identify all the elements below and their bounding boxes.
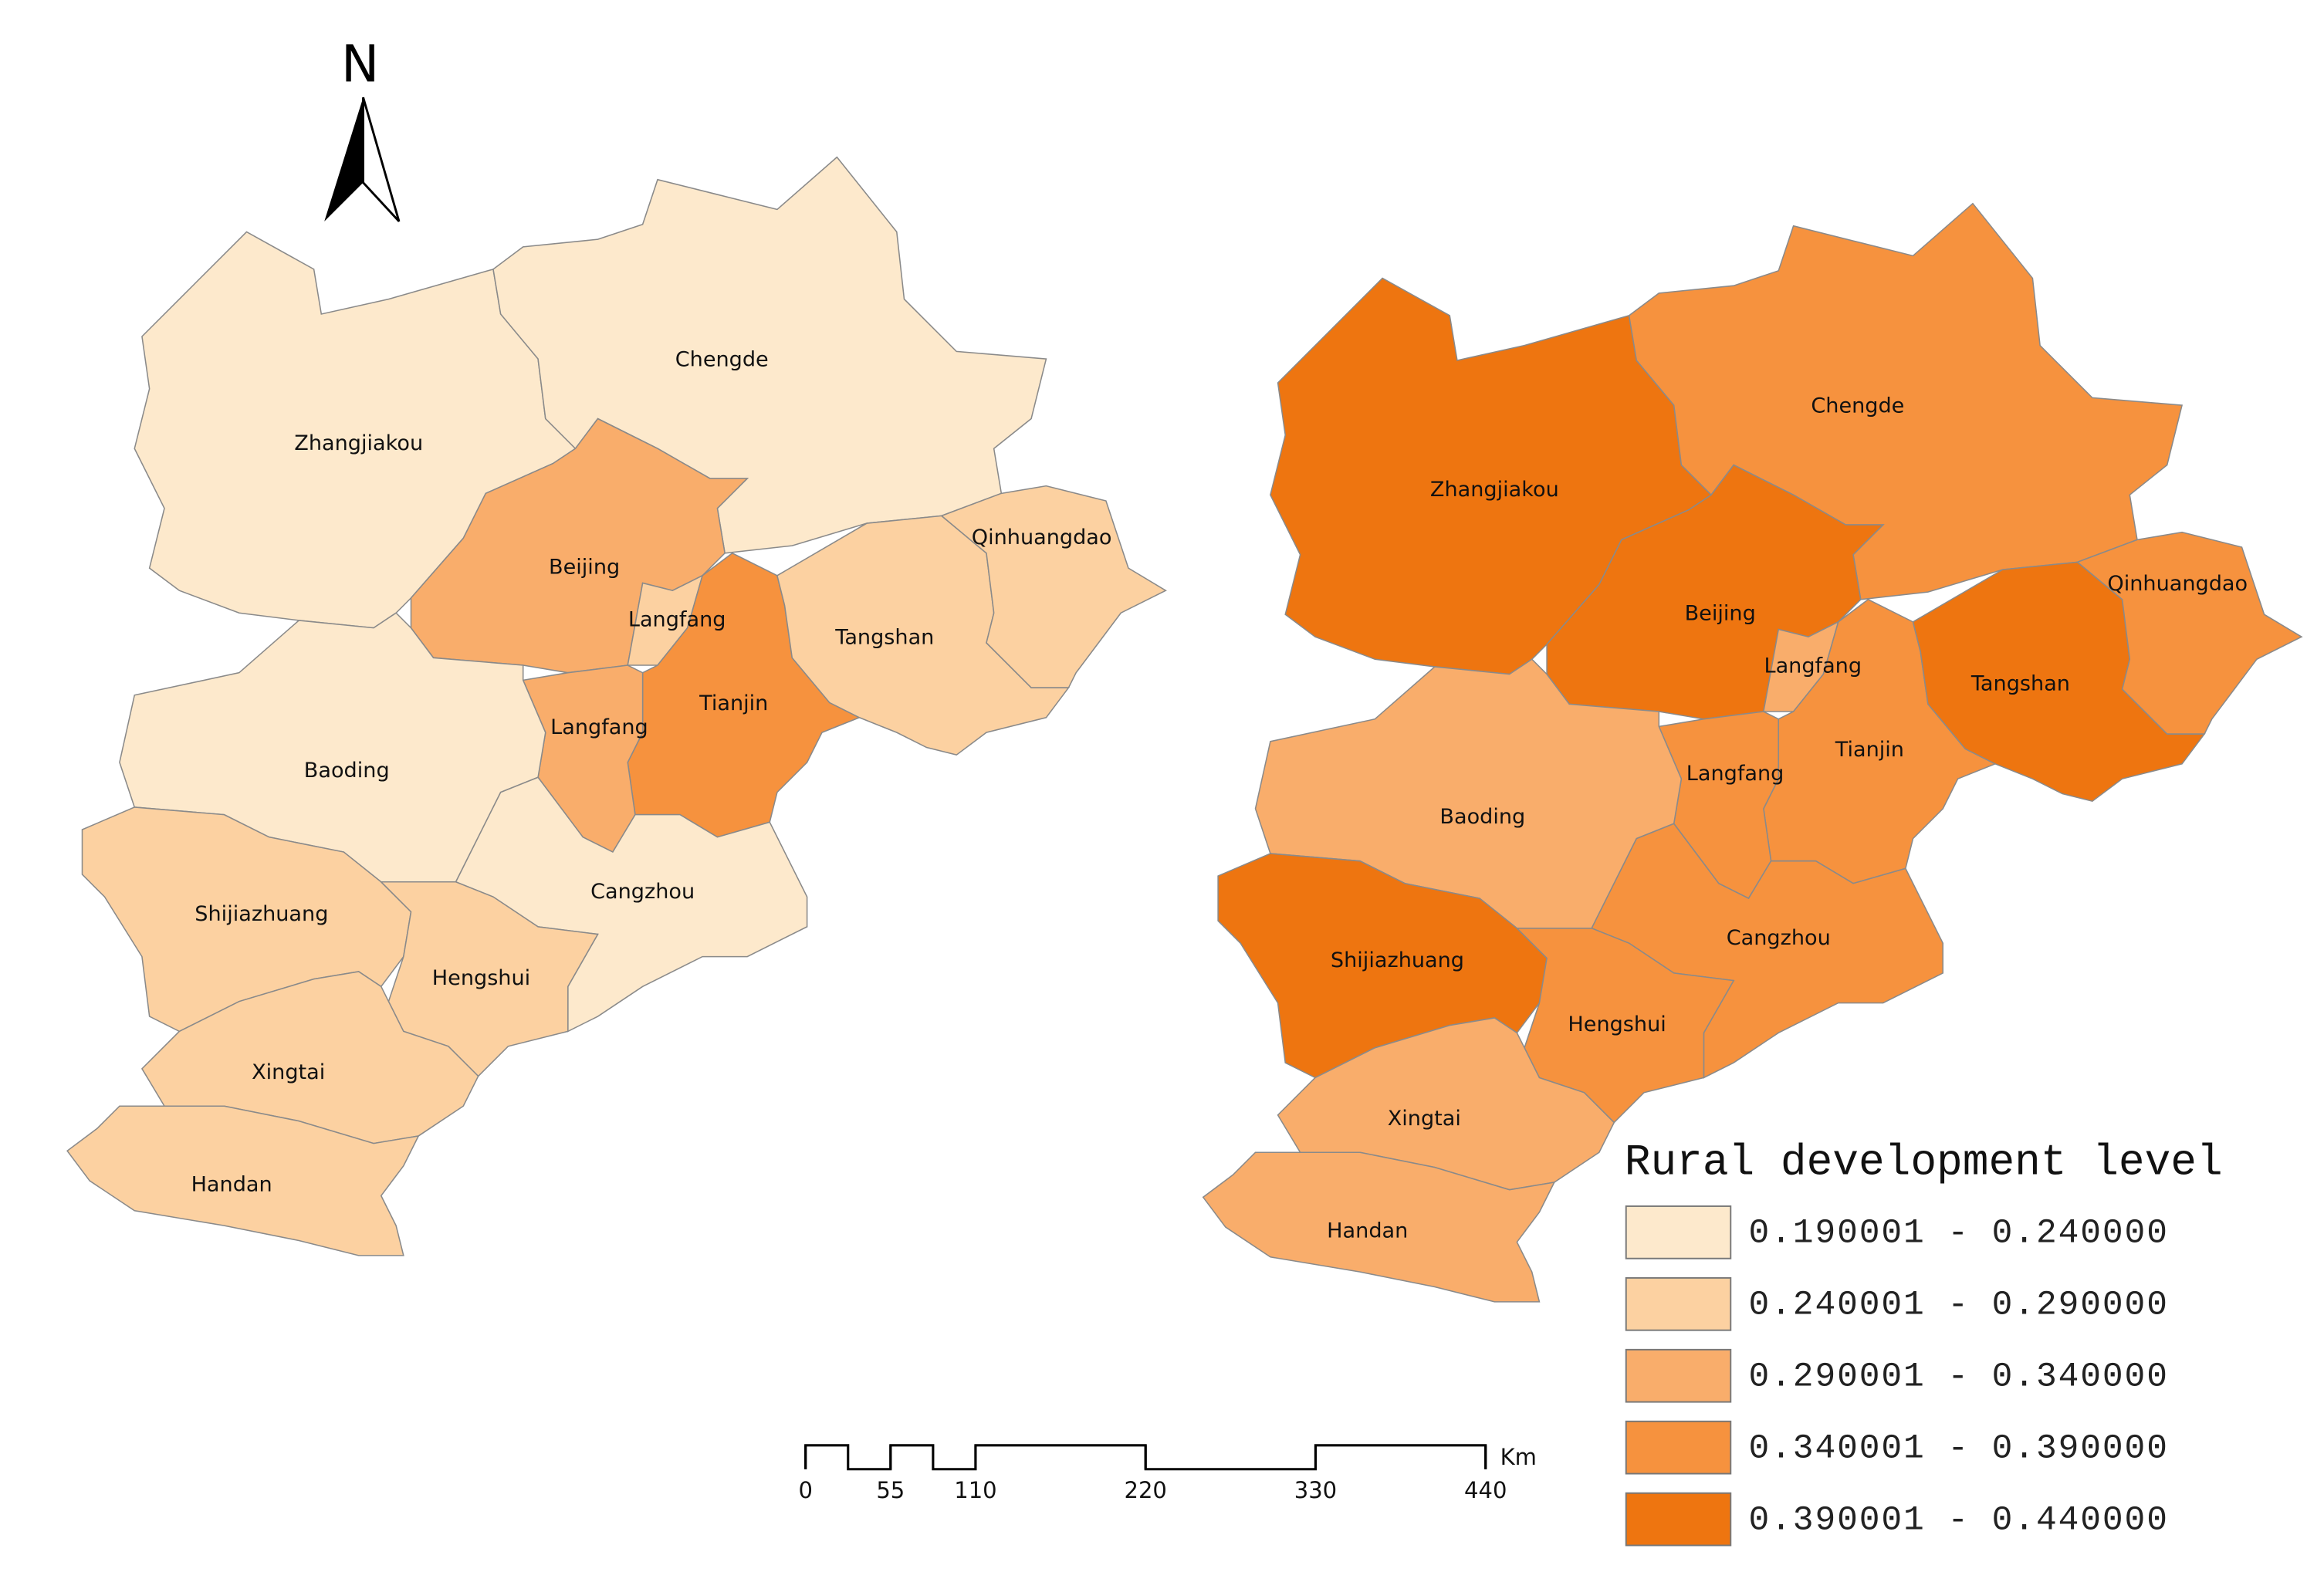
legend-title: Rural development level [1625,1138,2223,1188]
legend-swatch [1625,1348,1732,1403]
region-label: Qinhuangdao [972,526,1112,549]
scale-tick-label: 220 [1124,1477,1166,1503]
legend-swatch [1625,1492,1732,1547]
region [379,881,599,1077]
region-label: Chengde [675,347,769,371]
legend-label: 0.190001 - 0.240000 [1749,1215,2169,1253]
region-label: Langfang [550,715,648,739]
north-arrow-right [362,96,401,222]
region [1515,928,1735,1124]
legend-swatch [1625,1276,1732,1331]
region-label: Beijing [549,556,620,580]
legend-label: 0.240001 - 0.290000 [1749,1286,2169,1325]
region [940,485,1167,688]
region-label: Handan [1327,1219,1408,1242]
north-label: N [341,35,379,94]
region-label: Zhangjiakou [294,431,423,455]
scale-tick-label: 440 [1464,1477,1507,1503]
region-map: Zhangjiakou Chengde Beijing Langfang Tianjin… [66,156,1167,1256]
region-label: Langfang [1764,654,1862,678]
region [66,1105,420,1256]
scale-tick-label: 55 [876,1477,905,1503]
region-label: Hengshui [432,966,530,990]
region-label: Baoding [304,759,390,783]
legend-label: 0.290001 - 0.340000 [1749,1357,2169,1396]
region-label: Langfang [1686,762,1784,786]
region-label: Cangzhou [1727,926,1831,950]
region-label: Tangshan [1970,672,2070,696]
region-label: Baoding [1439,805,1525,829]
scale-unit: Km [1500,1444,1537,1470]
region-label: Xingtai [1388,1107,1461,1131]
scale-bar: 0 55 110 220 330 440 Km [798,1444,1537,1503]
region-label: Qinhuangdao [2107,572,2248,596]
region [2075,531,2303,735]
scale-tick-label: 110 [954,1477,996,1503]
region-label: Tianjin [699,691,768,715]
region-label: Chengde [1811,394,1904,418]
region-label: Hengshui [1568,1013,1666,1036]
north-arrow: N [324,35,401,222]
region-map: Zhangjiakou Chengde Beijing Langfang Tianjin… [1202,202,2303,1303]
legend: Rural development level 0.190001 - 0.2400… [1625,1138,2223,1547]
region-label: Beijing [1685,602,1756,626]
region-label: Tianjin [1835,738,1904,762]
region-label: Langfang [628,607,726,631]
region-label: Cangzhou [590,880,695,904]
region-label: Shijiazhuang [195,902,328,926]
region-label: Tangshan [834,626,934,650]
region [1202,1151,1556,1303]
legend-label: 0.340001 - 0.390000 [1749,1429,2169,1468]
region-label: Zhangjiakou [1430,478,1559,502]
north-arrow-left [324,97,364,221]
region-label: Handan [191,1172,272,1196]
legend-swatch [1625,1420,1732,1475]
region-label: Shijiazhuang [1331,948,1464,972]
scale-tick-label: 0 [798,1477,812,1503]
region-label: Xingtai [252,1060,325,1084]
legend-label: 0.390001 - 0.440000 [1749,1501,2169,1540]
legend-swatch [1625,1205,1732,1259]
scale-tick-label: 330 [1294,1477,1337,1503]
